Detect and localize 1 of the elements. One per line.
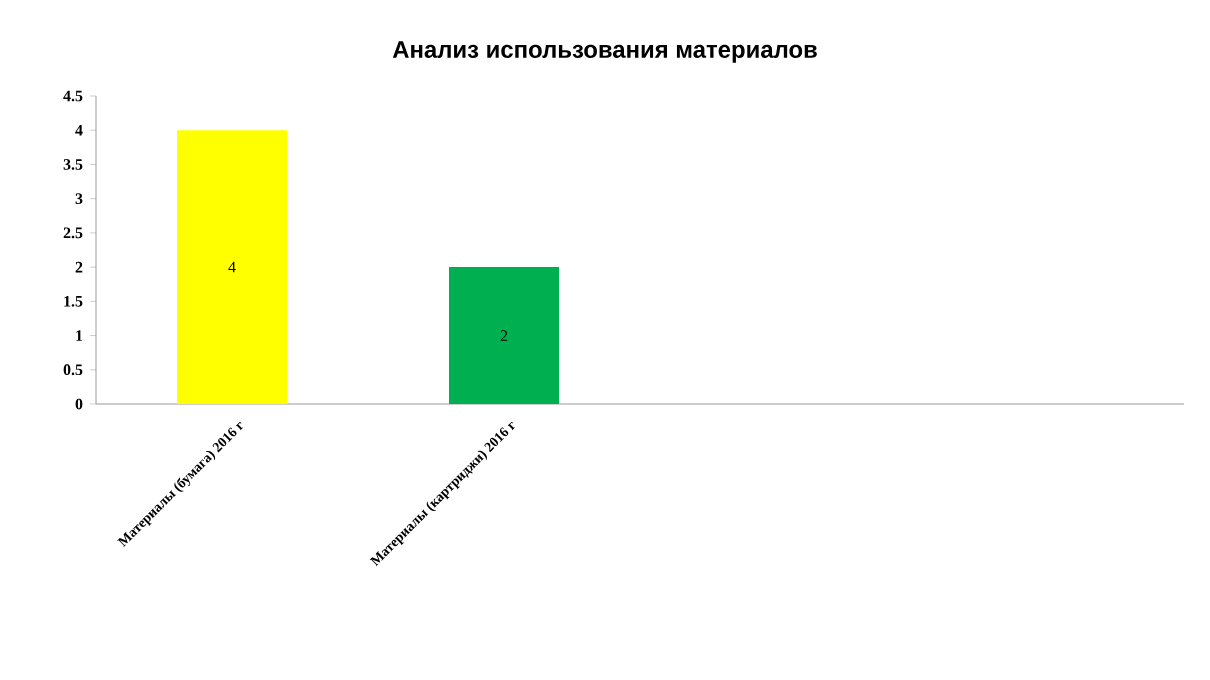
chart-title: Анализ использования материалов bbox=[392, 41, 817, 63]
